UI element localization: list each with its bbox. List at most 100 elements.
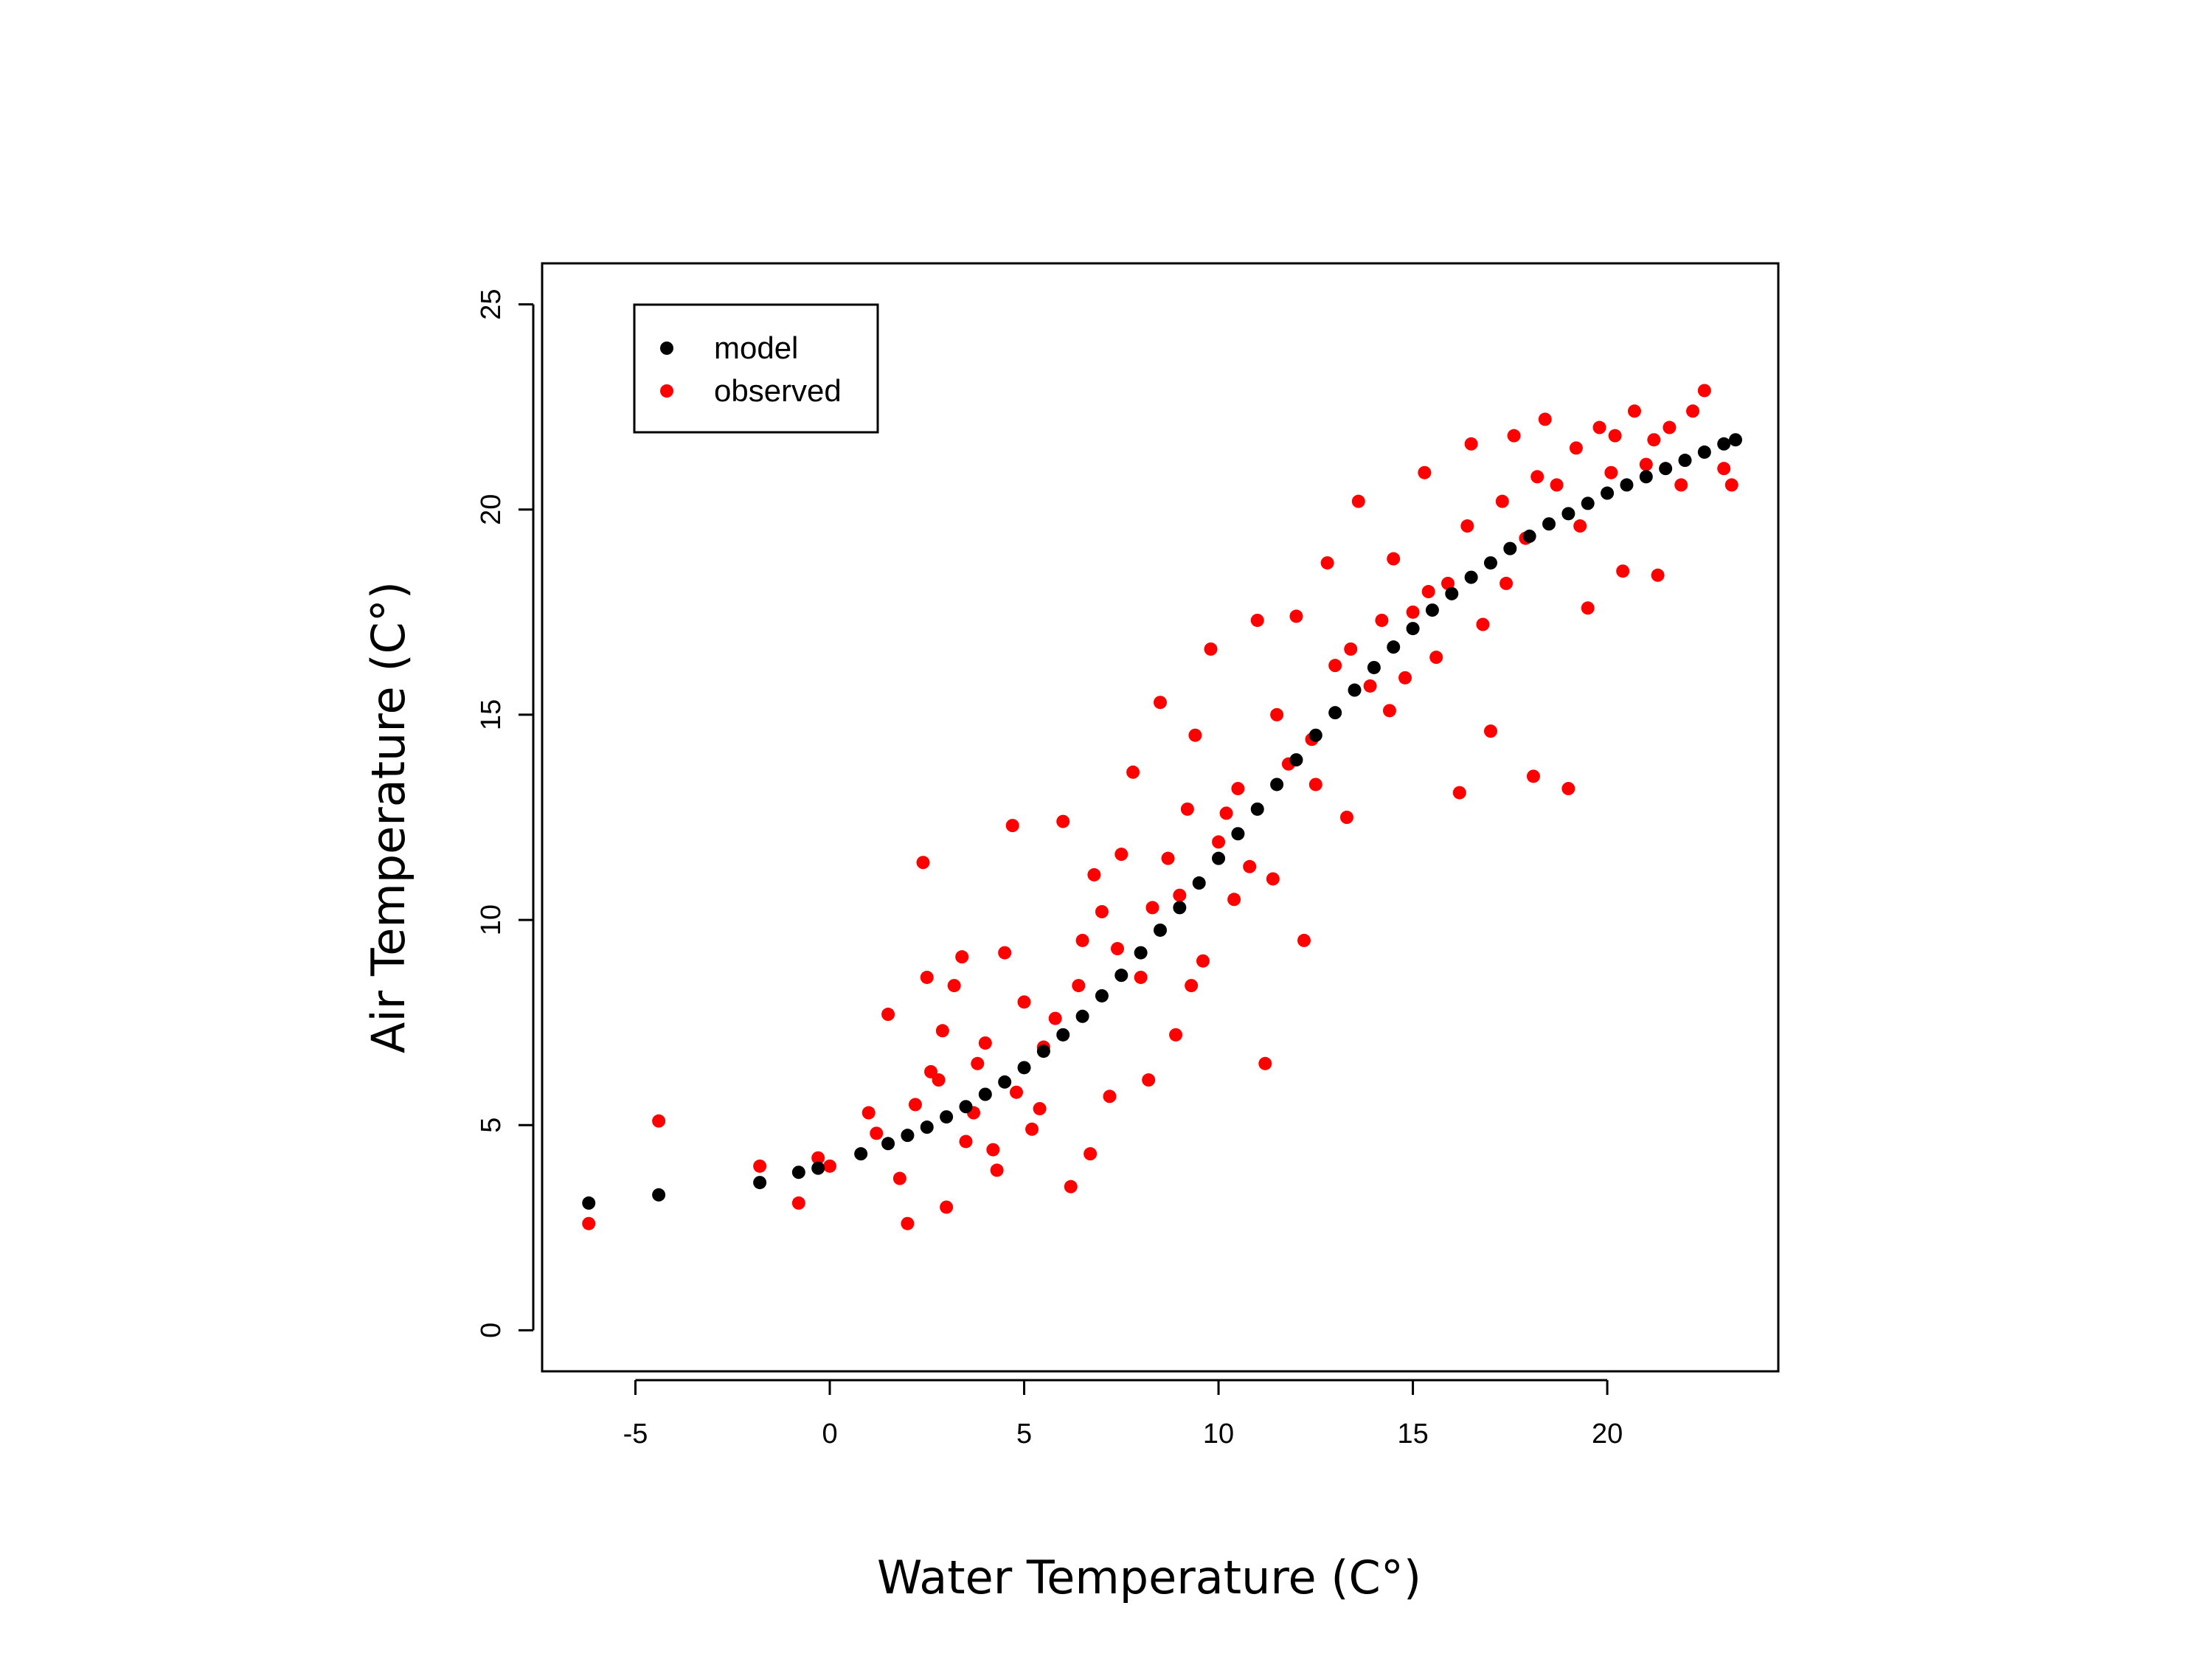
observed-point [1095,904,1109,918]
legend-marker-observed [660,384,673,398]
observed-point [1033,1101,1047,1115]
y-axis-title: Air Temperature (C°) [361,581,415,1053]
observed-point [1005,819,1019,833]
observed-point [1406,605,1420,619]
observed-point [1382,704,1396,718]
legend-label-observed: observed [714,373,842,408]
observed-point [916,856,930,870]
observed-point [1526,769,1540,783]
observed-point [1569,441,1583,455]
model-point [1367,660,1381,674]
observed-point [1604,465,1618,479]
y-tick-label: 25 [476,288,507,319]
model-point [1464,570,1478,584]
legend-label-model: model [714,330,798,365]
observed-point [1483,724,1497,738]
observed-point [1009,1085,1023,1099]
model-point [1056,1028,1070,1042]
observed-point [940,1200,954,1214]
model-point [1250,802,1264,816]
observed-point [955,950,969,964]
model-point [1270,777,1284,792]
observed-point [920,970,934,984]
model-point [1659,462,1673,476]
observed-point [971,1056,985,1070]
model-point [920,1121,934,1135]
observed-point [1308,777,1322,792]
model-point [854,1147,868,1161]
model-point [881,1137,895,1151]
y-axis: 0 5 10 15 20 25 [476,288,535,1338]
observed-point [1048,1011,1062,1025]
observed-point [1573,519,1587,533]
observed-point [1581,601,1595,615]
observed-point [1250,613,1264,627]
observed-point [1674,478,1688,492]
legend-box [633,303,879,434]
observed-point [1188,728,1202,742]
observed-point [1084,1147,1098,1161]
observed-point [1344,642,1358,656]
observed-point [1087,867,1101,882]
model-point [1445,586,1459,600]
y-tick-label: 20 [476,494,507,525]
observed-point [1320,556,1334,570]
observed-point [892,1171,906,1185]
observed-point [1495,494,1509,508]
observed-point [959,1135,973,1149]
observed-point [1530,470,1544,484]
observed-point [1351,494,1365,508]
observed-point [1686,404,1700,418]
legend-marker-model [660,342,673,355]
model-point [978,1087,992,1101]
observed-point [1173,888,1187,902]
observed-point [823,1159,837,1173]
observed-point [1499,576,1514,590]
model-point [1348,683,1362,697]
model-point [1154,923,1167,937]
observed-point [1561,782,1575,796]
model-point [1289,753,1303,767]
model-point [1328,706,1342,720]
observed-point [1056,814,1070,828]
observed-point [1429,651,1443,665]
observed-point [1592,420,1606,434]
model-point [901,1129,915,1143]
observed-point [1647,433,1661,447]
observed-point [1219,806,1233,820]
observed-point [1627,404,1641,418]
x-tick-label: 5 [1016,1419,1032,1450]
observed-point [1460,519,1474,533]
observed-point [1072,979,1086,993]
legend: model observed [633,303,879,434]
model-point [1483,556,1497,570]
model-point [1581,496,1595,510]
observed-point [1464,437,1478,451]
observed-point [1639,457,1653,471]
observed-point [1270,707,1284,721]
x-tick-label: 0 [822,1419,837,1450]
observed-point [1064,1180,1078,1194]
model-point [1639,470,1653,484]
observed-point [1663,420,1677,434]
observed-point [582,1216,596,1230]
model-point [1425,603,1439,617]
model-point [1387,640,1401,654]
model-point [998,1075,1012,1089]
observed-point [1476,617,1490,631]
observed-point [1142,1073,1156,1087]
model-point [791,1166,805,1180]
model-point [582,1196,596,1210]
observed-point [1724,478,1738,492]
observed-point [1017,995,1031,1009]
observed-point [1180,802,1194,816]
observed-point [1616,564,1630,578]
observed-point [753,1159,767,1173]
model-point [1308,728,1322,742]
observed-point [1266,872,1280,886]
model-point [1717,437,1731,451]
x-axis: -5 0 5 10 15 20 [623,1379,1623,1450]
model-point [1134,946,1148,960]
model-point [1542,517,1556,531]
